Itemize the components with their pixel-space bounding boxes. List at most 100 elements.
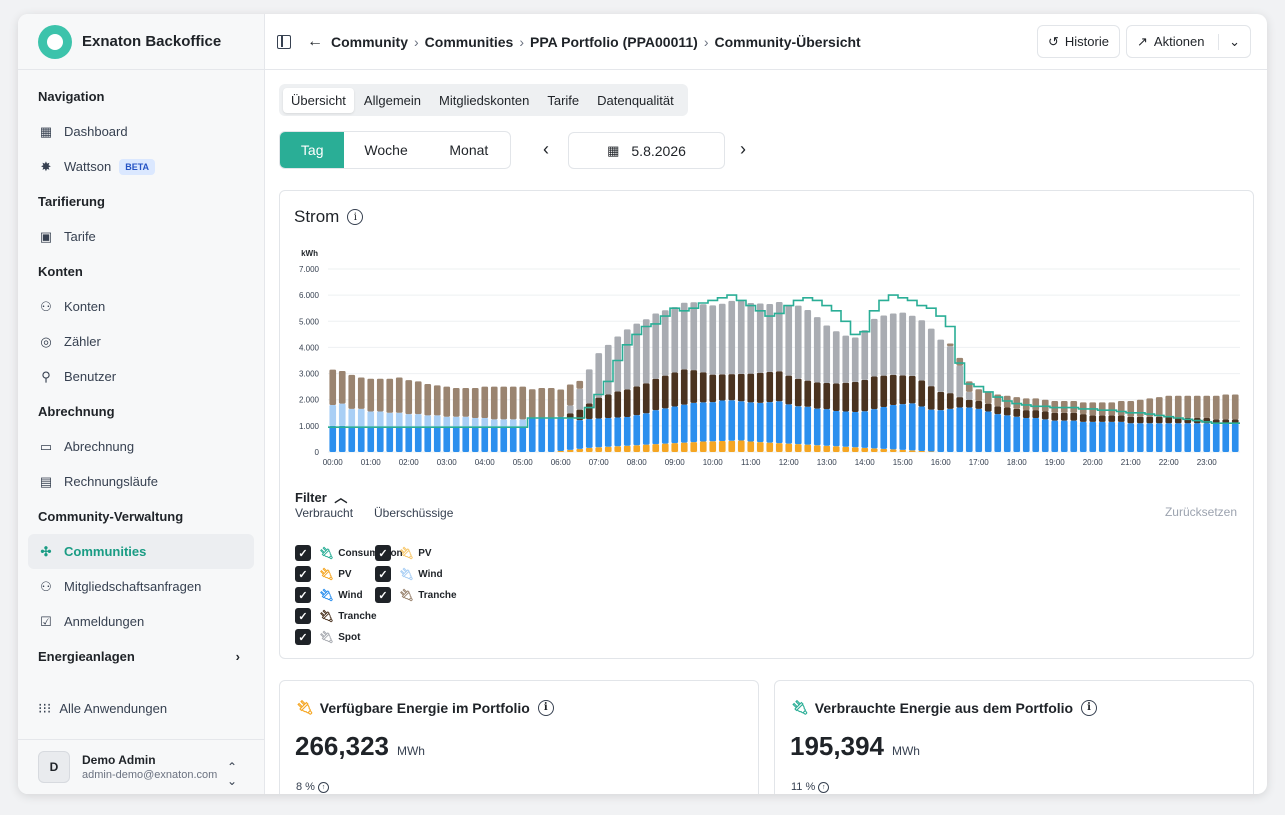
checkbox-checked-icon: ✓	[295, 587, 311, 603]
chevron-right-icon: ›	[235, 649, 240, 664]
bar-wind	[1174, 423, 1182, 452]
bar-spot	[880, 315, 888, 376]
sidebar-item-konten[interactable]: ⚇ Konten	[28, 289, 254, 324]
brand[interactable]: Exnaton Backoffice	[18, 14, 264, 70]
tab-bersicht[interactable]: Übersicht	[283, 87, 354, 113]
bar-tranche	[965, 399, 973, 408]
period-woche[interactable]: Woche	[364, 142, 408, 158]
bar-tranche	[709, 374, 717, 403]
sidebar-item-mitgliedschaftsanfragen[interactable]: ⚇ Mitgliedschaftsanfragen	[28, 569, 254, 604]
bar-wind	[386, 427, 394, 452]
bar-spot	[623, 329, 631, 390]
bar-spot	[642, 319, 650, 384]
bar-tranche	[747, 373, 755, 403]
historie-label: Historie	[1064, 34, 1109, 49]
bar-wind	[975, 408, 983, 452]
bar-wind	[851, 412, 859, 448]
bar-tranche	[1174, 418, 1182, 424]
breadcrumb-item[interactable]: Community-Übersicht	[714, 33, 861, 50]
filter-surplus-wind[interactable]: ✓ 🔌︎ Wind	[375, 566, 443, 582]
bar-tranche	[652, 378, 660, 411]
beta-badge: BETA	[119, 158, 156, 175]
chevron-up-icon: ︿	[334, 490, 348, 505]
bar-pv	[785, 443, 793, 452]
sidebar-item-dashboard[interactable]: ▦ Dashboard	[28, 114, 254, 149]
filter-consumed-wind[interactable]: ✓ 🔌︎ Wind	[295, 587, 363, 603]
tab-tarife[interactable]: Tarife	[547, 92, 580, 108]
sparkle-icon: ✸	[40, 158, 52, 174]
period-tag[interactable]: Tag	[280, 132, 345, 168]
sidebar-item-wattson[interactable]: ✸ Wattson BETA	[28, 149, 254, 184]
bar-wind	[500, 427, 508, 452]
filter-surplus-pv[interactable]: ✓ 🔌︎ PV	[375, 545, 432, 561]
bar-tranche	[994, 406, 1002, 415]
back-arrow-icon[interactable]: ←	[307, 32, 323, 50]
x-tick-label: 13:00	[817, 458, 838, 467]
filter-toggle[interactable]: Filter ︿	[295, 487, 347, 506]
filter-consumed-consumption[interactable]: ✓ 🔌︎ Consumption	[295, 545, 403, 561]
x-tick-label: 04:00	[475, 458, 496, 467]
sidebar-item-communities[interactable]: ✣ Communities	[28, 534, 254, 569]
sidebar-item-abrechnung[interactable]: ▭ Abrechnung	[28, 429, 254, 464]
kpi-title-text: Verfügbare Energie im Portfolio	[319, 699, 530, 716]
bar-surplus-tranche	[329, 369, 337, 405]
sidebar-item-anmeldungen[interactable]: ☑ Anmeldungen	[28, 604, 254, 639]
kpi-title: 🔌︎ Verfügbare Energie im Portfolio i	[296, 699, 554, 716]
bar-wind	[367, 427, 375, 452]
bar-surplus-tranche	[1155, 397, 1163, 417]
breadcrumb-item[interactable]: Communities	[424, 33, 514, 50]
breadcrumb-item[interactable]: PPA Portfolio (PPA00011)	[530, 33, 698, 50]
info-icon[interactable]: i	[347, 209, 364, 225]
breadcrumb: Community › Communities › PPA Portfolio (PPA…	[331, 34, 861, 50]
filter-consumed-pv[interactable]: ✓ 🔌︎ PV	[295, 566, 352, 582]
breadcrumb-item[interactable]: Community	[331, 33, 408, 50]
period-monat[interactable]: Monat	[449, 142, 489, 158]
aktionen-button[interactable]: ↗ Aktionen ⌄	[1126, 25, 1251, 58]
bar-wind	[927, 409, 935, 452]
bar-tranche	[1089, 415, 1097, 422]
historie-button[interactable]: ↺ Historie	[1037, 25, 1120, 58]
user-menu[interactable]: D Demo Admin admin-demo@exnaton.com ⌃ ⌄	[18, 739, 265, 794]
bar-tranche	[889, 374, 897, 405]
chevron-left-icon[interactable]: ‹	[543, 139, 549, 159]
bar-tranche	[1079, 414, 1087, 422]
filter-consumed-spot[interactable]: ✓ 🔌︎ Spot	[295, 629, 360, 645]
sidebar-item-rechnungslufe[interactable]: ▤ Rechnungsläufe	[28, 464, 254, 499]
bar-spot	[918, 320, 926, 381]
all-apps-link[interactable]: ⁝⁝⁝ Alle Anwendungen	[38, 700, 167, 717]
bar-wind	[1051, 420, 1059, 452]
bar-spot	[946, 346, 954, 394]
sidebar-item-label: Zähler	[64, 334, 101, 349]
filter-surplus-tranche[interactable]: ✓ 🔌︎ Tranche	[375, 587, 457, 603]
bar-surplus-tranche	[405, 380, 413, 415]
bar-wind	[785, 404, 793, 444]
bar-tranche	[1155, 416, 1163, 424]
bar-tranche	[937, 391, 945, 411]
bar-wind	[329, 425, 337, 452]
tab-allgemein[interactable]: Allgemein	[363, 92, 422, 108]
bar-surplus-tranche	[538, 387, 546, 419]
bar-tranche	[794, 378, 802, 407]
chevron-down-icon[interactable]: ⌄	[1218, 33, 1240, 50]
bar-wind	[1079, 421, 1087, 452]
tab-mitgliedskonten[interactable]: Mitgliedskonten	[439, 92, 530, 108]
reset-button[interactable]: Zurücksetzen	[1164, 505, 1237, 519]
sidebar-toggle-icon[interactable]	[277, 34, 291, 49]
bar-pv	[870, 448, 878, 452]
info-icon[interactable]: i	[1081, 699, 1098, 716]
checkbox-checked-icon: ✓	[295, 566, 311, 582]
tab-datenqualitt[interactable]: Datenqualität	[597, 92, 674, 108]
sidebar-item-energieanlagen[interactable]: Energieanlagen ›	[18, 639, 264, 674]
bar-tranche	[642, 383, 650, 414]
bar-surplus-tranche	[481, 386, 489, 419]
bar-pv	[861, 447, 869, 452]
sidebar-item-benutzer[interactable]: ⚲ Benutzer	[28, 359, 254, 394]
bar-spot	[585, 369, 593, 404]
sidebar-item-zhler[interactable]: ◎ Zähler	[28, 324, 254, 359]
date-picker[interactable]: ▦ 5.8.2026	[568, 132, 725, 169]
chevron-right-icon[interactable]: ›	[740, 139, 746, 159]
filter-consumed-tranche[interactable]: ✓ 🔌︎ Tranche	[295, 608, 377, 624]
sidebar-item-tarife[interactable]: ▣ Tarife	[28, 219, 254, 254]
main-content: ← Community › Communities › PPA Portfolio (P…	[265, 14, 1267, 794]
info-icon[interactable]: i	[537, 699, 554, 716]
